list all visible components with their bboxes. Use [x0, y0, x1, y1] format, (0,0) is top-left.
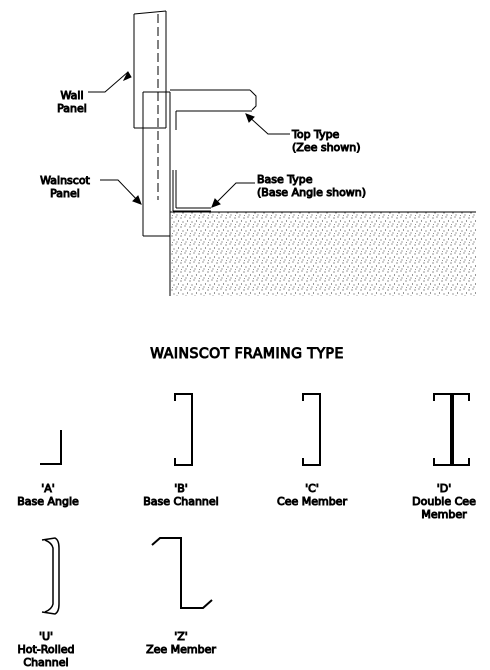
wainscot-panel-label-1: Wainscot [40, 174, 90, 187]
wall-panel [133, 10, 167, 200]
base-channel-profile [174, 393, 193, 466]
leaders [88, 70, 290, 208]
member-name-z: Zee Member [146, 643, 216, 656]
member-code-d: 'D' [437, 482, 452, 495]
wainscot-panel-label-2: Panel [50, 187, 80, 200]
member-name-d-1: Double Cee [412, 495, 476, 508]
cee-member-profile [302, 393, 321, 466]
member-name-b: Base Channel [143, 495, 218, 508]
zee-member-profile [151, 537, 213, 609]
member-name-u-2: Channel [23, 656, 68, 669]
section-title: WAINSCOT FRAMING TYPE [150, 346, 344, 362]
base-angle-profile [40, 430, 62, 465]
foundation-slab [169, 211, 476, 296]
member-code-u: 'U' [39, 630, 53, 643]
wall-panel-label-2: Panel [57, 102, 87, 115]
member-name-u-1: Hot-Rolled [17, 643, 74, 656]
member-name-d-2: Member [421, 508, 467, 521]
member-code-b: 'B' [174, 482, 188, 495]
base-type-label-2: (Base Angle shown) [257, 186, 366, 199]
member-name-a: Base Angle [17, 495, 79, 508]
member-code-z: 'Z' [174, 630, 188, 643]
base-angle [172, 170, 211, 212]
member-name-c: Cee Member [277, 495, 347, 508]
top-type-label-2: (Zee shown) [292, 141, 361, 154]
double-cee-member-profile [433, 393, 470, 466]
top-zee-girt [170, 89, 257, 130]
wall-panel-label-1: Wall [60, 89, 83, 102]
base-type-label-1: Base Type [257, 173, 313, 186]
hot-rolled-channel-profile [41, 537, 60, 615]
top-type-label-1: Top Type [291, 128, 340, 141]
member-code-a: 'A' [41, 482, 55, 495]
member-code-c: 'C' [305, 482, 319, 495]
